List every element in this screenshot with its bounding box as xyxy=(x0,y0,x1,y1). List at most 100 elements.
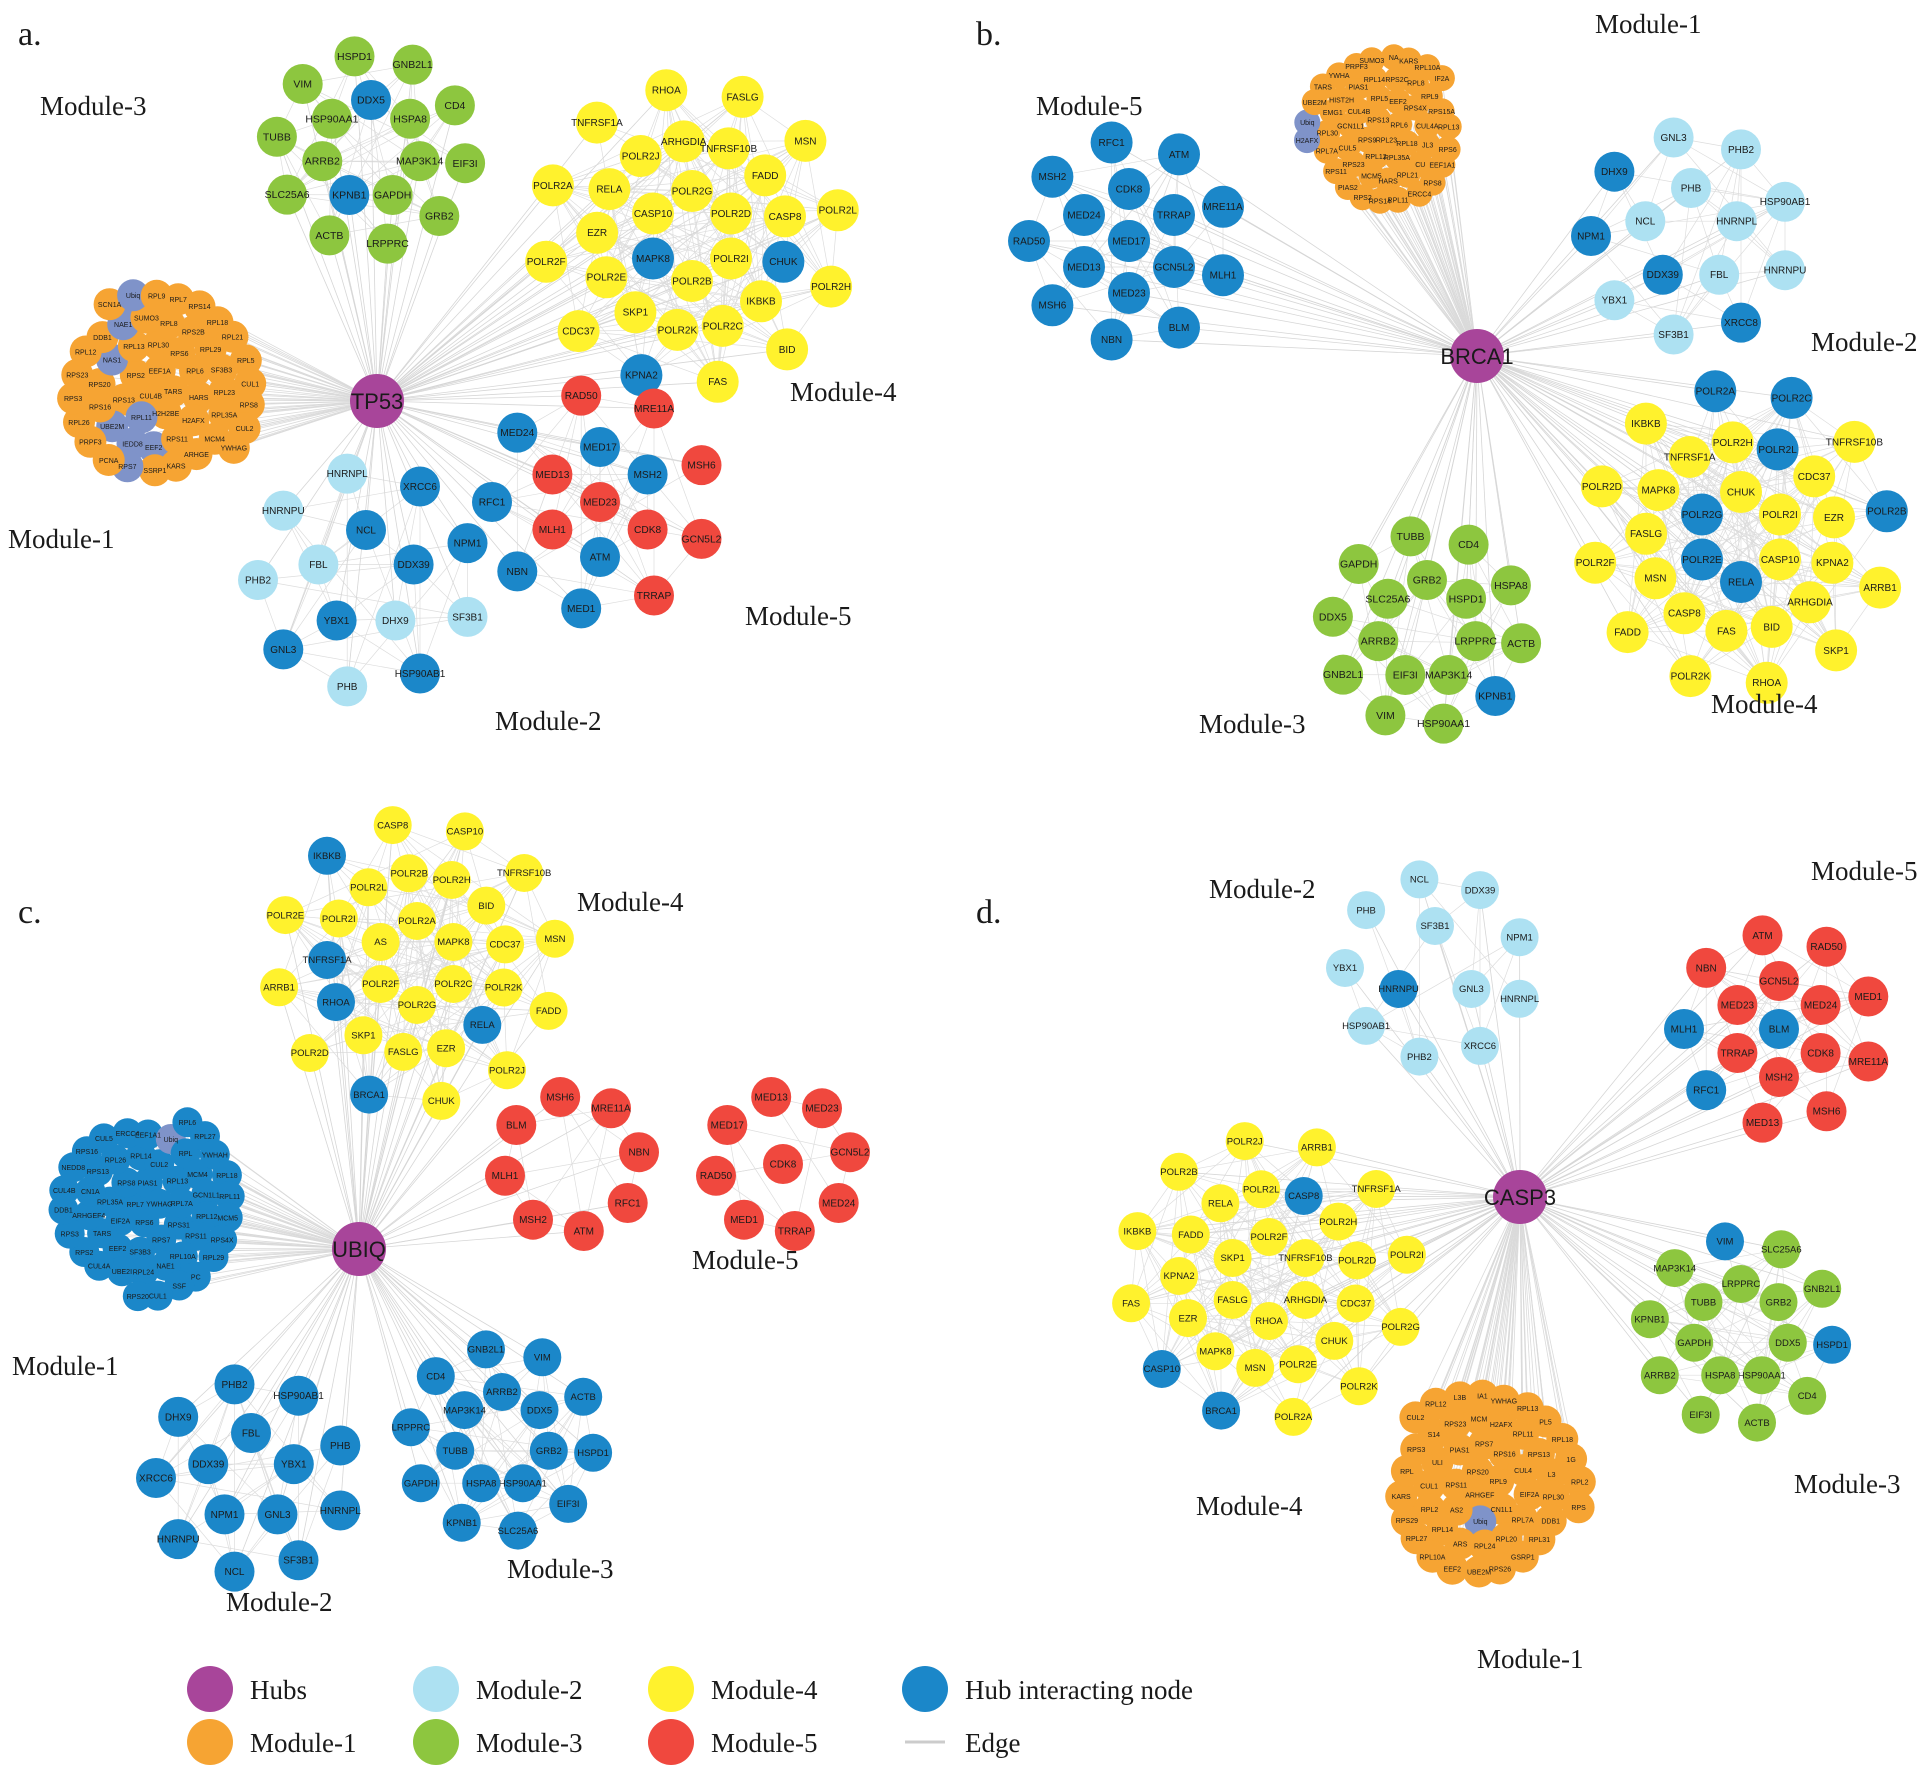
svg-text:HSPA8: HSPA8 xyxy=(466,1479,496,1490)
svg-text:d.: d. xyxy=(976,894,1002,931)
svg-text:UBE2I: UBE2I xyxy=(112,1269,132,1276)
svg-text:SLC25A6: SLC25A6 xyxy=(498,1526,539,1537)
svg-text:RPS13: RPS13 xyxy=(1367,118,1389,125)
svg-text:RFC1: RFC1 xyxy=(1099,138,1126,149)
svg-text:TUBB: TUBB xyxy=(1396,531,1424,543)
svg-text:RPL30: RPL30 xyxy=(1317,131,1339,138)
svg-text:CUL5: CUL5 xyxy=(95,1136,113,1143)
svg-text:GCN5L2: GCN5L2 xyxy=(1155,262,1194,273)
svg-text:RPS13: RPS13 xyxy=(113,397,135,404)
svg-text:CASP3: CASP3 xyxy=(1484,1185,1556,1210)
svg-text:GCN1L1: GCN1L1 xyxy=(1337,123,1364,130)
svg-text:CU: CU xyxy=(1415,162,1425,169)
svg-text:c.: c. xyxy=(18,894,42,931)
svg-text:MED24: MED24 xyxy=(500,428,534,439)
svg-text:DDX5: DDX5 xyxy=(527,1405,552,1416)
svg-text:MSN: MSN xyxy=(1245,1363,1266,1374)
svg-text:FAS: FAS xyxy=(1717,626,1736,637)
svg-text:BRCA1: BRCA1 xyxy=(353,1090,385,1101)
svg-text:DDX5: DDX5 xyxy=(1775,1338,1800,1349)
svg-text:RPS16: RPS16 xyxy=(89,404,111,411)
svg-text:GAPDH: GAPDH xyxy=(1677,1338,1711,1349)
svg-text:NAE1: NAE1 xyxy=(114,322,132,329)
svg-text:DDX39: DDX39 xyxy=(1647,270,1680,281)
svg-text:NAS1: NAS1 xyxy=(103,357,121,364)
svg-text:RELA: RELA xyxy=(470,1020,495,1031)
svg-text:RPS8: RPS8 xyxy=(1423,181,1441,188)
svg-text:ACTB: ACTB xyxy=(1507,638,1535,650)
svg-text:RPL2: RPL2 xyxy=(1571,1480,1589,1487)
svg-text:RPS20: RPS20 xyxy=(88,382,110,389)
svg-text:TNFRSF1A: TNFRSF1A xyxy=(1352,1184,1402,1195)
svg-text:H2H2BE: H2H2BE xyxy=(152,411,180,418)
svg-text:SLC25A6: SLC25A6 xyxy=(1761,1245,1802,1256)
svg-text:RPS: RPS xyxy=(1571,1505,1586,1512)
svg-text:KPNB1: KPNB1 xyxy=(332,190,367,202)
svg-text:BID: BID xyxy=(779,345,796,356)
svg-text:HNRNPL: HNRNPL xyxy=(1500,994,1539,1005)
svg-text:HSP90AA1: HSP90AA1 xyxy=(305,113,358,125)
svg-text:MED17: MED17 xyxy=(1112,236,1146,247)
svg-text:SCN1A: SCN1A xyxy=(98,302,122,309)
svg-text:SUMO3: SUMO3 xyxy=(1359,58,1384,65)
svg-text:RPL13: RPL13 xyxy=(1438,124,1460,131)
svg-text:LRPPRC: LRPPRC xyxy=(1722,1279,1761,1290)
svg-text:PL5: PL5 xyxy=(1539,1419,1552,1426)
svg-text:RPS2C: RPS2C xyxy=(1385,77,1408,84)
svg-text:MSN: MSN xyxy=(544,934,565,945)
svg-text:a.: a. xyxy=(18,16,42,53)
svg-text:MED13: MED13 xyxy=(535,470,569,481)
svg-text:RPL21: RPL21 xyxy=(222,335,244,342)
svg-text:PIAS1: PIAS1 xyxy=(1348,85,1368,92)
svg-text:MAPK8: MAPK8 xyxy=(636,254,670,265)
svg-text:Module-4: Module-4 xyxy=(790,377,897,407)
svg-text:NAE1: NAE1 xyxy=(156,1264,174,1271)
svg-text:L3: L3 xyxy=(1548,1472,1556,1479)
svg-text:MLH1: MLH1 xyxy=(1671,1024,1698,1035)
svg-text:GSRP1: GSRP1 xyxy=(1511,1554,1535,1561)
svg-text:FADD: FADD xyxy=(1614,628,1641,639)
svg-text:YBX1: YBX1 xyxy=(324,616,350,627)
svg-text:TRRAP: TRRAP xyxy=(778,1226,812,1237)
svg-text:PHB: PHB xyxy=(337,682,358,693)
svg-text:NPM1: NPM1 xyxy=(211,1510,239,1521)
svg-text:MCM5: MCM5 xyxy=(1361,173,1382,180)
svg-text:YWHAG: YWHAG xyxy=(1491,1399,1517,1406)
svg-text:MRE11A: MRE11A xyxy=(591,1104,631,1115)
svg-text:CDC37: CDC37 xyxy=(562,327,595,338)
svg-text:CDK8: CDK8 xyxy=(1116,184,1143,195)
svg-text:TP53: TP53 xyxy=(351,389,404,414)
svg-text:MCM5: MCM5 xyxy=(217,1215,238,1222)
svg-text:EZR: EZR xyxy=(437,1043,456,1054)
svg-text:Module-3: Module-3 xyxy=(1199,709,1305,739)
svg-text:GCN1L1: GCN1L1 xyxy=(193,1192,220,1199)
svg-text:MED1: MED1 xyxy=(1854,992,1882,1003)
svg-text:EIF3I: EIF3I xyxy=(557,1499,580,1510)
svg-text:b.: b. xyxy=(976,16,1002,53)
svg-text:POLR2G: POLR2G xyxy=(1381,1322,1420,1333)
svg-text:YBX1: YBX1 xyxy=(1333,963,1357,974)
svg-text:RPL18: RPL18 xyxy=(1396,141,1418,148)
svg-text:MRE11A: MRE11A xyxy=(1203,202,1243,213)
svg-text:CUL1: CUL1 xyxy=(149,1293,167,1300)
svg-text:POLR2B: POLR2B xyxy=(672,276,712,287)
svg-text:HNRNPL: HNRNPL xyxy=(1716,217,1758,228)
svg-text:POLR2L: POLR2L xyxy=(1243,1185,1279,1196)
svg-text:Module-4: Module-4 xyxy=(577,887,684,917)
svg-text:FASLG: FASLG xyxy=(1630,529,1662,540)
svg-text:Ubiq: Ubiq xyxy=(164,1137,179,1144)
svg-text:POLR2A: POLR2A xyxy=(1696,387,1736,398)
svg-text:AS: AS xyxy=(374,937,387,948)
svg-text:HNRNPL: HNRNPL xyxy=(320,1506,362,1517)
svg-text:RPL9: RPL9 xyxy=(148,294,166,301)
svg-text:HARS: HARS xyxy=(189,395,209,402)
svg-text:ATM: ATM xyxy=(574,1226,594,1237)
svg-text:EZR: EZR xyxy=(1824,513,1844,524)
svg-text:RPS7: RPS7 xyxy=(1475,1442,1493,1449)
svg-text:FASLG: FASLG xyxy=(1217,1295,1248,1306)
svg-text:CUL2: CUL2 xyxy=(150,1162,168,1169)
svg-text:Module-3: Module-3 xyxy=(476,1728,582,1758)
svg-text:EIF2A: EIF2A xyxy=(111,1219,131,1226)
svg-text:RFC1: RFC1 xyxy=(479,498,506,509)
svg-text:RPL30: RPL30 xyxy=(148,343,170,350)
